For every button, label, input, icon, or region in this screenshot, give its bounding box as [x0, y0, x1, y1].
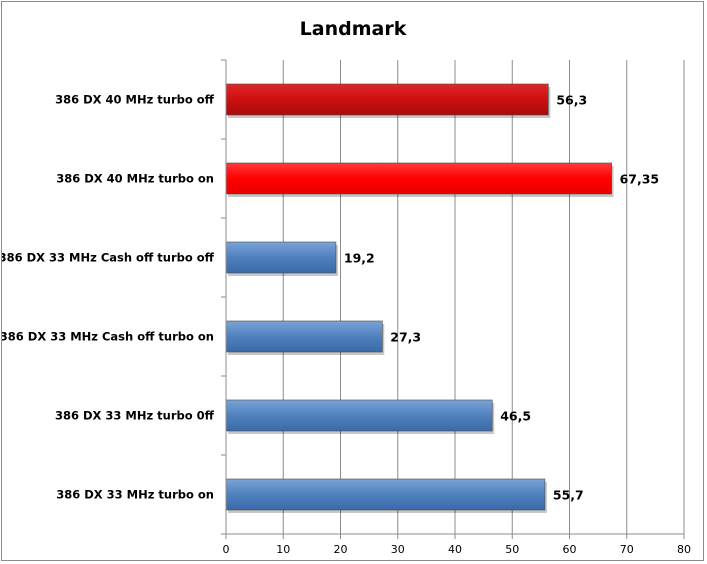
category-label: 386 DX 40 MHz turbo off: [55, 93, 215, 107]
category-label: 386 DX 33 MHz turbo on: [56, 488, 214, 502]
bar: [225, 478, 546, 511]
data-label: 19,2: [344, 251, 375, 266]
data-label: 67,35: [620, 172, 660, 187]
x-tick-label: 70: [620, 543, 634, 556]
x-tick-label: 10: [276, 543, 290, 556]
category-label: 386 DX 33 MHz Cash off turbo on: [2, 330, 214, 344]
x-tick-label: 30: [391, 543, 405, 556]
data-label: 55,7: [553, 488, 584, 503]
category-label: 386 DX 40 MHz turbo on: [56, 172, 214, 186]
bars: [225, 83, 614, 513]
category-label: 386 DX 33 MHz turbo 0ff: [55, 409, 215, 423]
x-tick-label: 60: [563, 543, 577, 556]
axes: [221, 59, 685, 539]
x-tick-label: 80: [677, 543, 691, 556]
x-tick-label: 50: [505, 543, 519, 556]
bar: [225, 83, 549, 116]
chart-title: Landmark: [300, 18, 407, 40]
x-tick-label: 40: [448, 543, 462, 556]
data-label: 46,5: [500, 409, 531, 424]
category-label: 386 DX 33 MHz Cash off turbo off: [2, 251, 215, 265]
labels: 0 10 20 30 40 50 60 70 80 386 DX 40 MHz turbo off…: [2, 93, 691, 557]
grid-lines: [282, 60, 685, 534]
bar: [225, 162, 612, 195]
bar: [225, 399, 493, 432]
bar: [225, 320, 383, 353]
bar: [225, 241, 337, 274]
data-label: 56,3: [556, 93, 587, 108]
data-label: 27,3: [390, 330, 421, 345]
x-tick-label: 20: [334, 543, 348, 556]
x-tick-label: 0: [223, 543, 230, 556]
